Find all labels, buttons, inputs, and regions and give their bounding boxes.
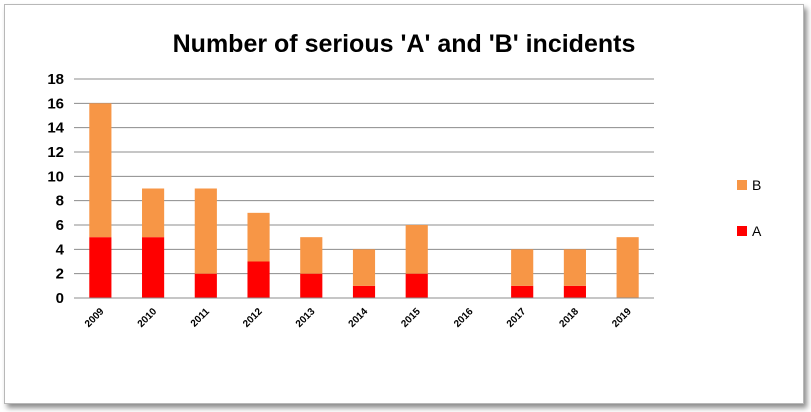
y-tick-label: 10 <box>47 168 64 185</box>
x-tick-label: 2018 <box>558 306 582 330</box>
chart-frame <box>4 4 804 404</box>
legend: BA <box>737 177 762 239</box>
y-tick-label: 4 <box>56 241 65 258</box>
bar-B-2014 <box>352 249 376 286</box>
bar-A-2009 <box>89 237 112 298</box>
bar-B-2018 <box>563 249 586 286</box>
bar-A-2017 <box>511 285 534 298</box>
y-tick-label: 18 <box>47 71 64 88</box>
bar-B-2011 <box>194 188 217 274</box>
bar-B-2012 <box>247 212 270 262</box>
bar-B-2013 <box>300 237 323 274</box>
x-tick-label: 2016 <box>452 306 476 330</box>
y-tick-label: 2 <box>56 266 64 283</box>
bar-B-2009 <box>89 103 112 238</box>
legend-swatch-A <box>737 226 747 236</box>
bar-B-2019 <box>616 237 639 298</box>
y-tick-label: 6 <box>56 217 64 234</box>
y-axis-ticks: 0 2 4 6 8 10 12 14 16 18 <box>47 71 64 307</box>
legend-label-A: A <box>752 223 762 239</box>
x-tick-label: 2013 <box>294 306 318 330</box>
bar-A-2018 <box>563 285 586 298</box>
x-axis-ticks: 2009 2010 2011 2012 2013 2014 2015 2016 2017 2018… <box>83 306 634 330</box>
bar-A-2011 <box>194 273 217 298</box>
bar-B-2015 <box>405 225 428 274</box>
legend-swatch-B <box>737 180 747 190</box>
chart-title: Number of serious 'A' and 'B' incidents <box>173 30 636 58</box>
bar-A-2013 <box>300 273 323 298</box>
x-tick-label: 2017 <box>505 306 529 330</box>
y-tick-label: 8 <box>56 193 64 210</box>
x-tick-label: 2012 <box>241 306 265 330</box>
x-tick-label: 2014 <box>347 306 371 330</box>
bar-A-2014 <box>352 285 376 298</box>
bar-A-2012 <box>247 261 270 298</box>
x-tick-label: 2011 <box>189 306 212 329</box>
x-tick-label: 2015 <box>399 306 423 330</box>
bar-B-2017 <box>511 249 534 286</box>
y-tick-label: 16 <box>47 95 64 112</box>
y-tick-label: 14 <box>47 120 64 137</box>
y-tick-label: 0 <box>56 290 64 307</box>
legend-label-B: B <box>752 177 761 193</box>
x-tick-label: 2019 <box>610 306 634 330</box>
x-tick-label: 2010 <box>136 306 160 330</box>
bar-A-2015 <box>405 273 428 298</box>
bar-A-2010 <box>142 237 165 298</box>
y-tick-label: 12 <box>47 144 64 161</box>
bars <box>89 103 639 298</box>
bar-B-2010 <box>142 188 165 238</box>
x-tick-label: 2009 <box>83 306 107 330</box>
